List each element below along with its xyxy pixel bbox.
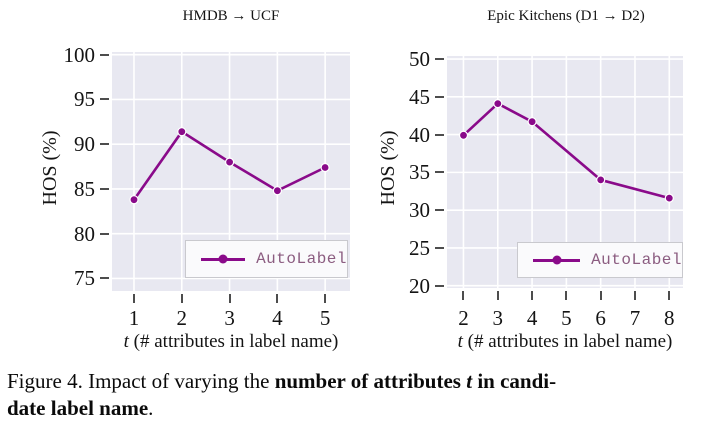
legend-marker-dot — [552, 255, 562, 265]
caption-bold-line2: date label name — [7, 396, 149, 420]
x-axis-label-t: t — [123, 331, 129, 352]
y-tick-label: 80 — [74, 221, 95, 246]
legend-label: AutoLabel — [591, 251, 682, 269]
y-tick-mark — [435, 209, 444, 212]
legend-box: AutoLabel — [517, 242, 683, 278]
y-tick-mark — [435, 58, 444, 61]
legend-label: AutoLabel — [256, 250, 347, 268]
caption-bold-end: in candi- — [472, 369, 557, 393]
x-tick-mark — [324, 294, 327, 303]
x-tick-mark — [132, 294, 135, 303]
caption-period: . — [148, 396, 154, 420]
x-tick-label: 3 — [224, 306, 235, 330]
x-axis-label-rest: (# attributes in label name) — [462, 331, 673, 352]
x-tick-mark — [599, 291, 602, 300]
x-tick-mark — [180, 294, 183, 303]
data-point — [493, 98, 503, 109]
y-axis-label: HOS (%) — [39, 130, 61, 206]
data-point — [320, 162, 330, 173]
y-tick-label: 45 — [409, 84, 430, 109]
chart-title-epic-kitchens: Epic Kitchens (D1 → D2) — [487, 8, 645, 24]
data-point — [177, 127, 187, 137]
x-tick-mark — [462, 291, 465, 300]
x-tick-label: 4 — [272, 306, 283, 330]
x-axis-label-t: t — [457, 331, 463, 352]
y-tick-mark — [435, 246, 444, 249]
y-tick-mark — [100, 187, 109, 190]
data-point — [596, 175, 606, 185]
x-tick-mark — [276, 294, 279, 303]
y-tick-mark — [100, 143, 109, 146]
y-tick-mark — [100, 53, 109, 56]
data-point — [664, 193, 674, 203]
legend-line-sample — [201, 254, 246, 264]
x-tick-label: 3 — [492, 306, 504, 330]
chart-title-hmdb-ucf: HMDB → UCF — [182, 8, 280, 24]
legend-box: AutoLabel — [185, 240, 348, 278]
x-tick-label: 1 — [128, 306, 140, 330]
x-tick-mark — [496, 291, 499, 300]
x-tick-mark — [668, 291, 671, 300]
y-tick-mark — [435, 284, 444, 287]
data-point — [129, 195, 139, 205]
y-tick-label: 95 — [74, 87, 95, 112]
legend-line-sample — [533, 255, 581, 265]
legend-marker-dot — [218, 254, 228, 264]
caption-bold-italic-t: t — [466, 369, 473, 393]
x-tick-mark — [565, 291, 568, 300]
x-tick-mark — [531, 291, 534, 300]
x-tick-label: 7 — [629, 306, 641, 330]
data-point — [458, 130, 469, 140]
x-tick-label: 4 — [526, 306, 538, 330]
y-tick-label: 50 — [409, 47, 430, 72]
data-point — [224, 157, 235, 167]
x-tick-mark — [228, 294, 231, 303]
x-axis-label: t (# attributes in label name) — [100, 331, 362, 353]
y-tick-label: 30 — [409, 198, 430, 223]
data-point — [272, 186, 282, 196]
figure-caption: Figure 4. Impact of varying the number o… — [7, 368, 715, 422]
x-tick-label: 2 — [458, 306, 469, 330]
y-tick-mark — [100, 98, 109, 101]
y-tick-label: 90 — [74, 132, 95, 157]
x-tick-label: 5 — [561, 306, 572, 330]
y-tick-label: 40 — [409, 122, 430, 147]
y-tick-label: 100 — [63, 42, 96, 67]
data-point — [527, 117, 537, 127]
x-axis-label-rest: (# attributes in label name) — [128, 331, 339, 352]
caption-bold: number of attributes — [274, 369, 467, 393]
y-tick-mark — [100, 232, 109, 235]
y-tick-mark — [435, 171, 444, 174]
x-tick-label: 8 — [664, 306, 675, 330]
y-tick-label: 75 — [74, 266, 95, 291]
x-tick-label: 2 — [176, 306, 188, 330]
x-axis-label: t (# attributes in label name) — [434, 331, 696, 353]
y-tick-mark — [435, 133, 444, 136]
x-tick-label: 6 — [595, 306, 606, 330]
x-tick-mark — [633, 291, 636, 300]
y-tick-mark — [435, 95, 444, 98]
x-tick-label: 5 — [319, 306, 331, 330]
y-tick-label: 20 — [409, 273, 430, 298]
y-tick-label: 25 — [409, 235, 430, 260]
caption-normal: Figure 4. Impact of varying the — [7, 369, 275, 393]
y-tick-label: 35 — [409, 160, 430, 185]
y-tick-mark — [100, 277, 109, 280]
y-tick-label: 85 — [74, 176, 95, 201]
